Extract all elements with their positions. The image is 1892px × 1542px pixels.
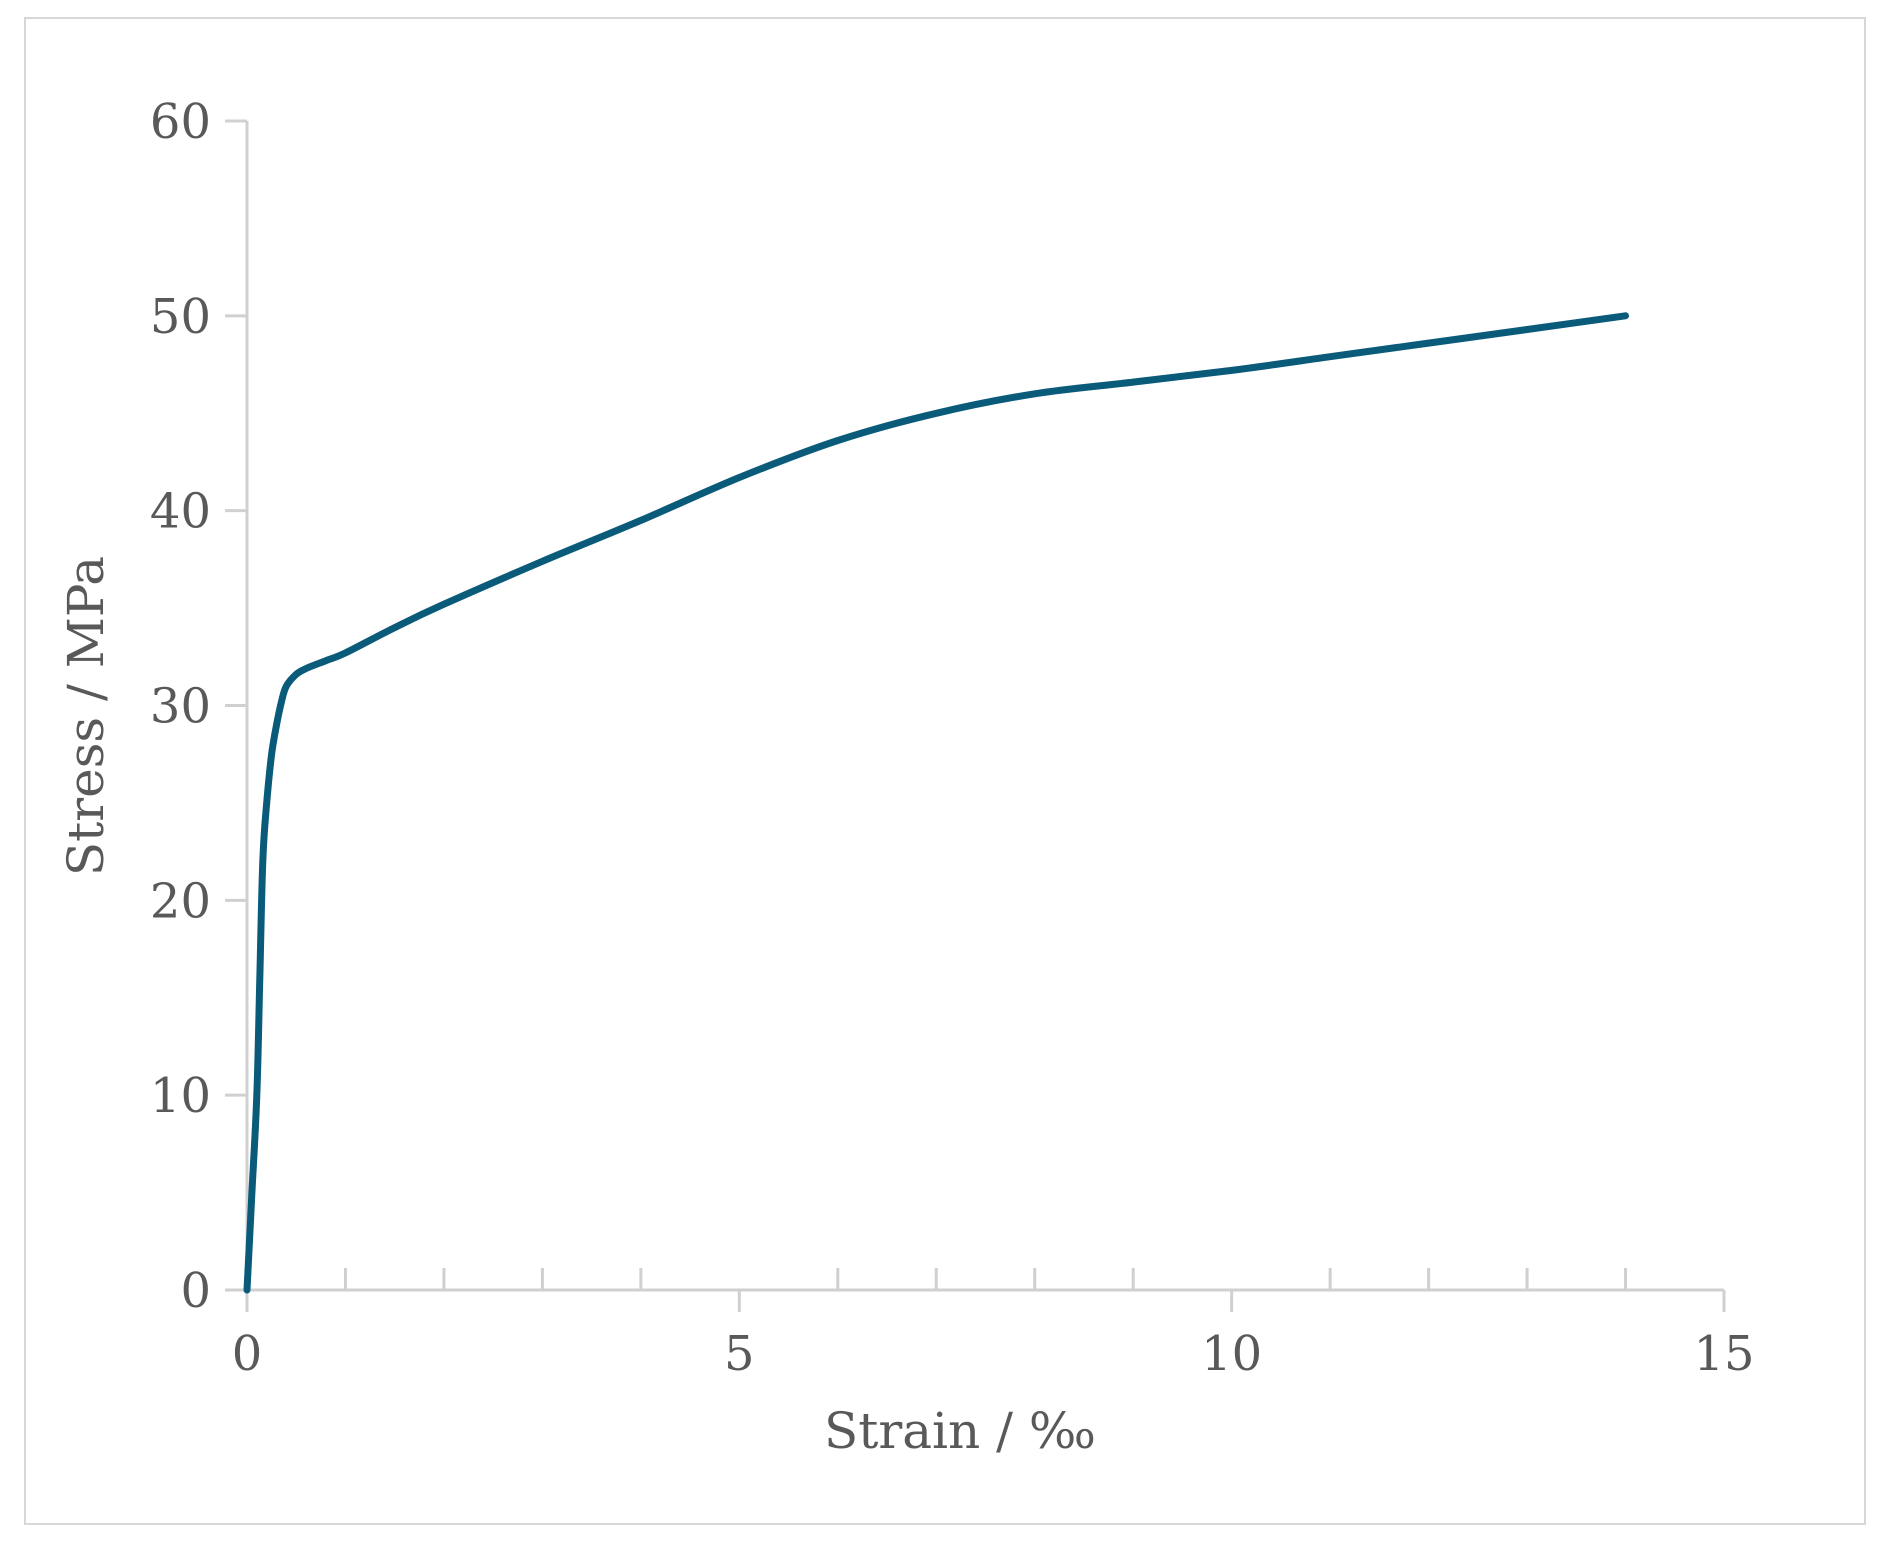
axes-layer: [245, 121, 1724, 1292]
x-tick-label: 0: [232, 1326, 263, 1382]
y-tick-label: 20: [150, 873, 211, 929]
y-tick-label: 40: [150, 484, 211, 540]
chart-frame: [24, 17, 1866, 1525]
y-tick-label: 10: [150, 1068, 211, 1124]
y-tick-label: 50: [150, 289, 211, 345]
x-tick-label: 15: [1693, 1326, 1754, 1382]
x-tick-label: 10: [1201, 1326, 1262, 1382]
y-tick-label: 30: [150, 679, 211, 735]
ticks-layer: [225, 119, 1726, 1312]
y-tick-label: 0: [180, 1263, 211, 1319]
x-axis-title: Strain / ‰: [824, 1402, 1096, 1460]
tick-labels-layer: 0 10 20 30 40 50 60 0 5 10 15: [150, 94, 1755, 1382]
y-tick-label: 60: [150, 94, 211, 150]
x-tick-label: 5: [724, 1326, 755, 1382]
series-line: [243, 312, 1629, 1294]
series-layer: [243, 312, 1629, 1294]
y-axis-title: Stress / MPa: [57, 556, 115, 876]
